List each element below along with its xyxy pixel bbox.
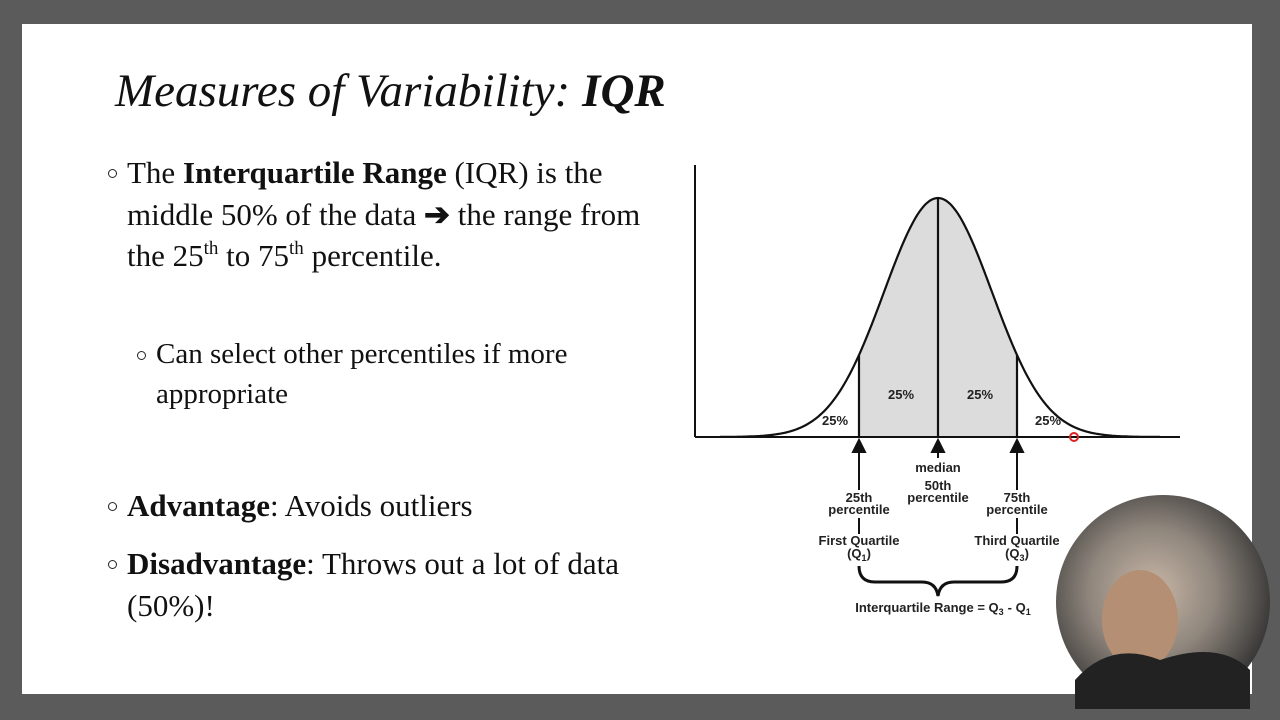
subscript: 1	[1026, 607, 1031, 617]
text: : Throws out a lot of data (50%)!	[127, 546, 619, 623]
text: : Avoids outliers	[269, 488, 473, 523]
marker-label: percentile	[907, 490, 968, 505]
bell-curve	[720, 196, 1160, 438]
region-label: 25%	[822, 413, 848, 428]
paren: )	[867, 546, 871, 561]
region-label: 25%	[888, 387, 914, 402]
bold-text: Interquartile Range	[182, 155, 447, 190]
text: percentile.	[311, 238, 442, 273]
sub-bullet: Can select other percentiles if more app…	[137, 334, 626, 414]
formula-text: - Q	[1008, 600, 1026, 615]
superscript: th	[289, 238, 304, 259]
region-label: 25%	[1035, 413, 1061, 428]
bold-text: Advantage	[127, 488, 270, 523]
arrows	[851, 437, 1025, 534]
quartile-label: First Quartile	[819, 533, 900, 548]
region-label: 25%	[967, 387, 993, 402]
brace	[857, 565, 1019, 597]
bullet: Disadvantage: Throws out a lot of data (…	[108, 543, 657, 626]
subscript: 3	[1020, 553, 1025, 563]
marker-label: percentile	[986, 502, 1047, 517]
slide: Measures of Variability: IQR The Interqua…	[22, 24, 1252, 694]
quartile-symbol: (Q1)	[847, 546, 871, 563]
marker-label: 25th	[846, 490, 873, 505]
quartile-symbol: (Q3)	[1005, 546, 1029, 563]
arrow-head	[930, 437, 946, 453]
bullet: Advantage: Avoids outliers	[108, 485, 657, 527]
quartile-label: Third Quartile	[974, 533, 1059, 548]
marker-label: 50th	[925, 478, 952, 493]
paren: )	[1025, 546, 1029, 561]
diagram-group: 25% 25% 25% 25% 25th percentile First Qu…	[694, 165, 1180, 617]
marker-label: percentile	[828, 502, 889, 517]
superscript: th	[203, 238, 219, 259]
arrow: ➔	[424, 196, 450, 232]
pointer-dot	[1069, 432, 1079, 442]
title-bold: IQR	[582, 65, 666, 117]
diagram: 25% 25% 25% 25% 25th percentile First Qu…	[694, 165, 1180, 617]
text: (IQR) is the middle 50% of the data	[127, 155, 603, 232]
q: (Q	[847, 546, 861, 561]
slide-title: Measures of Variability: IQR	[115, 64, 666, 118]
text: to 75	[226, 238, 290, 273]
bullet: The Interquartile Range (IQR) is the mid…	[108, 152, 657, 282]
marker-label: 75th	[1004, 490, 1031, 505]
text: the range from the 25	[127, 196, 641, 274]
dividers	[857, 198, 1019, 437]
formula-text: Interquartile Range = Q	[855, 600, 998, 615]
formula: Interquartile Range = Q3 - Q1	[855, 600, 1031, 617]
subscript: 3	[999, 607, 1004, 617]
bold-text: Disadvantage	[127, 546, 307, 581]
q: (Q	[1005, 546, 1019, 561]
subscript: 1	[862, 553, 867, 563]
arrow-head	[851, 437, 867, 453]
title-text: Measures of Variability:	[115, 65, 571, 117]
arrow-head	[1009, 437, 1025, 453]
text: Can select other percentiles if more app…	[156, 338, 568, 410]
marker-label: median	[915, 460, 961, 475]
text: The	[127, 155, 176, 190]
